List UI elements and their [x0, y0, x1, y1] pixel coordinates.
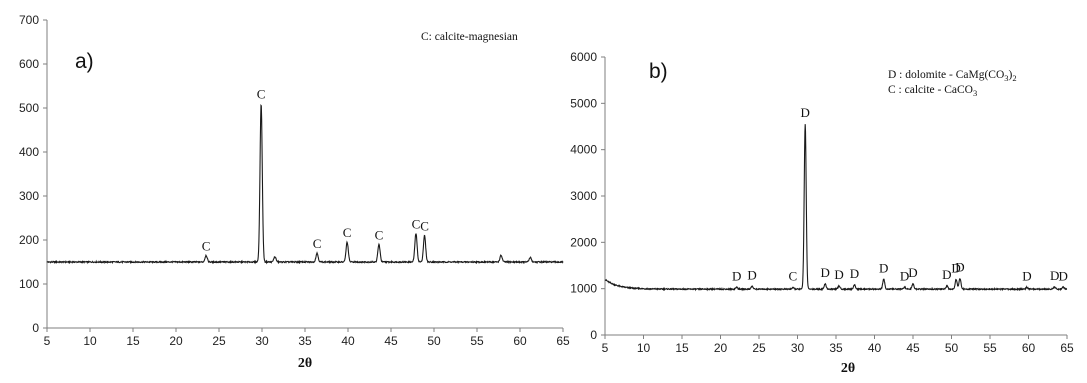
legend-subscript: 3: [973, 88, 977, 98]
peak-label: C: [202, 238, 211, 253]
y-tick-label: 500: [19, 101, 39, 115]
x-tick-label: 45: [384, 334, 398, 348]
peak-label: C: [375, 227, 384, 242]
y-tick-label: 600: [19, 57, 39, 71]
peak-label: D: [1050, 268, 1059, 283]
peak-label: C: [789, 269, 798, 284]
peak-label: D: [821, 265, 830, 280]
x-tick-label: 55: [470, 334, 484, 348]
peak-label: D: [879, 260, 888, 275]
legend-entry: D : dolomite - CaMg(CO3)2: [888, 69, 1017, 83]
x-tick-label: 50: [427, 334, 441, 348]
y-tick-label: 3000: [570, 189, 597, 203]
legend-entry: C : calcite - CaCO3: [888, 84, 977, 98]
peak-label: D: [908, 265, 917, 280]
diffraction-trace: [604, 124, 1068, 292]
y-tick-label: 2000: [570, 235, 597, 249]
x-tick-label: 65: [556, 334, 570, 348]
x-tick-label: 25: [212, 334, 226, 348]
y-tick-label: 400: [19, 145, 39, 159]
x-tick-label: 55: [983, 341, 997, 355]
x-tick-label: 30: [791, 341, 805, 355]
x-tick-label: 65: [1060, 341, 1074, 355]
peak-label: D: [951, 260, 960, 275]
x-tick-label: 10: [637, 341, 651, 355]
legend-text: D : dolomite - CaMg(CO: [888, 69, 1004, 81]
x-tick-label: 20: [169, 334, 183, 348]
peak-label: C: [257, 87, 266, 102]
x-tick-label: 25: [752, 341, 766, 355]
panel-label: b): [649, 60, 668, 83]
x-tick-label: 15: [126, 334, 140, 348]
y-tick-label: 0: [32, 321, 39, 335]
peak-label: D: [942, 267, 951, 282]
peak-label: D: [955, 259, 964, 274]
chart-panel-a: 5 10 15 20 25 30 35 40 45 50 55 60 65 0 100 200 300 400 50…: [19, 13, 570, 371]
legend-text: C : calcite - CaCO: [888, 84, 973, 96]
x-axis-title: 2θ: [298, 356, 312, 371]
chart-panel-b: 5 10 15 20 25 30 35 40 45 50 55 60 65 0 1000 2000 3000 40…: [570, 50, 1074, 376]
peak-label: C: [412, 216, 421, 231]
x-tick-label: 10: [83, 334, 97, 348]
legend-text: C: calcite-magnesian: [421, 31, 518, 43]
peak-label: D: [850, 266, 859, 281]
x-tick-label: 40: [341, 334, 355, 348]
y-tick-label: 6000: [570, 50, 597, 64]
x-tick-label: 5: [44, 334, 51, 348]
legend-subscript: 2: [1012, 73, 1016, 83]
peak-label: D: [732, 268, 741, 283]
x-tick-label: 45: [906, 341, 920, 355]
y-tick-label: 4000: [570, 143, 597, 157]
x-tick-label: 50: [945, 341, 959, 355]
diffraction-trace: [46, 103, 564, 265]
x-tick-label: 60: [1022, 341, 1036, 355]
legend-subscript: 3: [1004, 73, 1008, 83]
y-tick-label: 200: [19, 233, 39, 247]
peak-label: C: [420, 219, 429, 234]
x-tick-label: 60: [513, 334, 527, 348]
y-tick-label: 300: [19, 189, 39, 203]
x-axis-title: 2θ: [841, 361, 855, 376]
peak-label: C: [313, 236, 322, 251]
panel-label: a): [75, 50, 94, 73]
y-tick-label: 0: [590, 328, 597, 342]
x-tick-label: 35: [829, 341, 843, 355]
y-tick-label: 5000: [570, 96, 597, 110]
peak-label: D: [1058, 268, 1067, 283]
legend-entry: C: calcite-magnesian: [421, 31, 518, 43]
x-tick-label: 15: [675, 341, 689, 355]
peak-label: D: [801, 105, 810, 120]
x-tick-label: 40: [868, 341, 882, 355]
x-tick-label: 20: [714, 341, 728, 355]
peak-label: C: [343, 225, 352, 240]
x-tick-label: 5: [602, 341, 609, 355]
y-tick-label: 1000: [570, 282, 597, 296]
peak-label: D: [1022, 268, 1031, 283]
x-tick-label: 30: [255, 334, 269, 348]
y-tick-label: 100: [19, 277, 39, 291]
y-tick-label: 700: [19, 13, 39, 27]
legend-text: ): [1009, 69, 1013, 81]
x-tick-label: 35: [298, 334, 312, 348]
peak-label: D: [900, 268, 909, 283]
peak-label: D: [834, 267, 843, 282]
peak-label: D: [747, 267, 756, 282]
